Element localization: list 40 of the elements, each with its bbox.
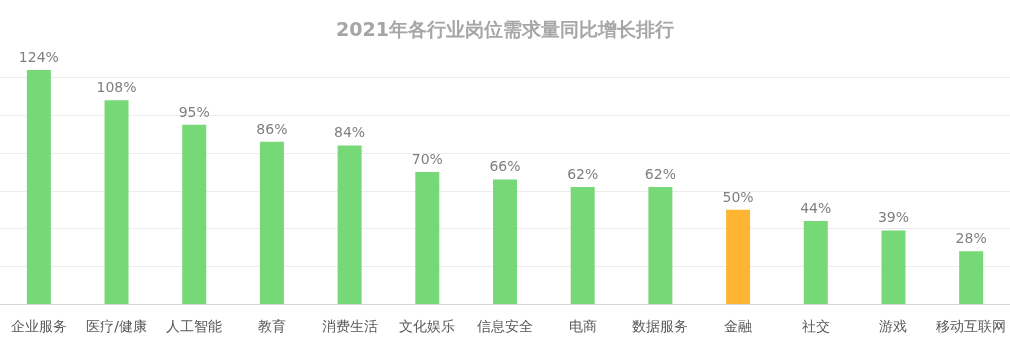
bar [337, 145, 362, 304]
data-label: 28% [955, 230, 987, 247]
x-tick-label: 社交 [801, 318, 830, 334]
x-tick-label: 游戏 [879, 318, 908, 334]
data-label: 50% [722, 188, 754, 205]
chart-title: 2021年各行业岗位需求量同比增长排行 [336, 17, 674, 40]
data-label: 86% [256, 120, 288, 137]
bar [182, 124, 207, 304]
data-label: 62% [644, 166, 676, 182]
bar [570, 187, 595, 304]
x-tick-label: 移动互联网 [936, 318, 1007, 334]
data-label: 66% [489, 158, 521, 175]
data-label: 124% [18, 49, 59, 65]
x-tick-label: 数据服务 [632, 318, 689, 334]
bar [726, 209, 751, 304]
bar [104, 100, 129, 304]
x-tick-label: 医疗/健康 [86, 318, 147, 334]
bar [415, 171, 440, 304]
x-tick-label: 信息安全 [477, 318, 533, 334]
x-tick-label: 企业服务 [10, 318, 67, 334]
bar [959, 251, 984, 304]
x-tick-label: 电商 [568, 318, 597, 334]
x-tick-label: 文化娱乐 [399, 318, 456, 334]
bar [259, 141, 284, 304]
x-tick-label: 金融 [724, 318, 753, 334]
bar [493, 179, 517, 304]
x-tick-label: 教育 [257, 318, 286, 334]
data-label: 44% [800, 199, 832, 216]
data-label: 70% [411, 150, 443, 167]
data-label: 95% [178, 103, 210, 120]
bar [648, 187, 673, 304]
bar [803, 220, 828, 304]
data-label: 84% [334, 124, 366, 141]
bar [881, 230, 906, 304]
bar [26, 70, 51, 304]
x-tick-label: 人工智能 [166, 318, 223, 334]
data-label: 62% [567, 166, 599, 182]
data-label: 108% [96, 79, 137, 96]
x-tick-label: 消费生活 [321, 318, 378, 334]
data-label: 39% [877, 209, 910, 226]
